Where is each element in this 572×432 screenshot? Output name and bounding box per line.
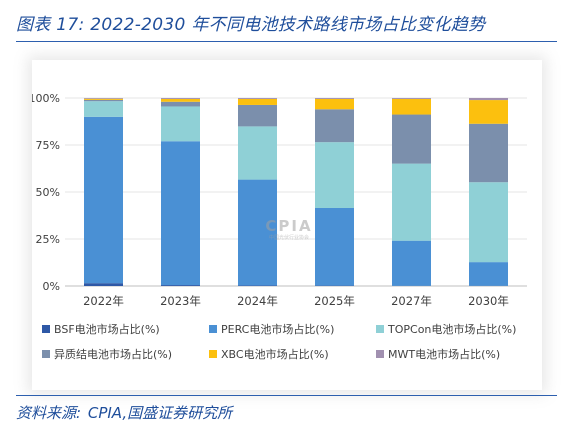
legend-label-hetero: 异质结电池市场占比(%) bbox=[54, 347, 172, 361]
bar-segment-perc bbox=[161, 141, 200, 286]
bar-segment-topcon bbox=[392, 163, 431, 241]
bar-segment-xbc bbox=[161, 98, 200, 102]
bar-segment-topcon bbox=[238, 126, 277, 180]
y-tick-label: 50% bbox=[36, 186, 60, 199]
bar-segment-bsf bbox=[238, 285, 277, 286]
bar-segment-mwt bbox=[469, 98, 508, 101]
y-tick-label: 75% bbox=[36, 139, 60, 152]
x-tick-label: 2022年 bbox=[83, 294, 124, 308]
legend-swatch-bsf bbox=[42, 325, 50, 333]
bar-segment-topcon bbox=[161, 106, 200, 142]
source-divider bbox=[16, 395, 557, 396]
bar-segment-hetero bbox=[238, 104, 277, 127]
legend-label-xbc: XBC电池市场占比(%) bbox=[221, 347, 329, 361]
bar-segment-topcon bbox=[84, 101, 123, 117]
bar-segment-topcon bbox=[315, 142, 354, 208]
legend-label-topcon: TOPCon电池市场占比(%) bbox=[387, 322, 516, 336]
bar-segment-perc bbox=[84, 116, 123, 284]
legend-label-mwt: MWT电池市场占比(%) bbox=[388, 347, 500, 361]
bar-segment-mwt bbox=[315, 98, 354, 99]
x-tick-label: 2030年 bbox=[468, 294, 509, 308]
bar-segment-hetero bbox=[84, 99, 123, 102]
bar-segment-perc bbox=[238, 179, 277, 286]
bar-segment-xbc bbox=[238, 98, 277, 105]
legend-swatch-hetero bbox=[42, 350, 50, 358]
legend-swatch-topcon bbox=[376, 325, 384, 333]
title-divider bbox=[16, 41, 557, 42]
bar-segment-topcon bbox=[469, 182, 508, 263]
legend-label-perc: PERC电池市场占比(%) bbox=[221, 322, 334, 336]
bar-segment-mwt bbox=[161, 98, 200, 99]
bar-segment-perc bbox=[469, 262, 508, 286]
y-tick-label: 100% bbox=[32, 92, 60, 105]
x-tick-label: 2027年 bbox=[391, 294, 432, 308]
x-tick-label: 2025年 bbox=[314, 294, 355, 308]
x-tick-label: 2024年 bbox=[237, 294, 278, 308]
y-tick-label: 25% bbox=[36, 233, 60, 246]
bar-segment-mwt bbox=[238, 98, 277, 99]
bar-segment-hetero bbox=[161, 101, 200, 107]
bar-segment-xbc bbox=[469, 100, 508, 124]
legend-swatch-mwt bbox=[376, 350, 384, 358]
legend-label-bsf: BSF电池市场占比(%) bbox=[54, 322, 160, 336]
source-label: 资料来源: bbox=[16, 404, 82, 422]
stacked-bar-chart: 0% 25% 50% 75% 100% 2022年 2023年 2024年 2025年 2027年… bbox=[32, 92, 527, 361]
figure-title: 图表 17: 2022-2030 年不同电池技术路线市场占比变化趋势 bbox=[16, 15, 486, 35]
bar-segment-bsf bbox=[161, 285, 200, 286]
bar-segment-perc bbox=[392, 240, 431, 286]
source-note: 资料来源: CPIA,国盛证券研究所 bbox=[16, 402, 556, 424]
source-text: CPIA,国盛证券研究所 bbox=[87, 404, 233, 422]
bar-segment-hetero bbox=[315, 109, 354, 143]
y-tick-label: 0% bbox=[43, 280, 60, 293]
legend-swatch-xbc bbox=[209, 350, 217, 358]
bar-segment-mwt bbox=[392, 98, 431, 99]
bar-segment-xbc bbox=[84, 98, 123, 100]
bar-segment-hetero bbox=[392, 114, 431, 164]
bar-segment-mwt bbox=[84, 98, 123, 99]
bar-segment-hetero bbox=[469, 123, 508, 183]
bar-segment-bsf bbox=[84, 283, 123, 286]
bar-segment-xbc bbox=[315, 98, 354, 110]
bar-segment-xbc bbox=[392, 98, 431, 115]
x-tick-label: 2023年 bbox=[160, 294, 201, 308]
bar-segment-perc bbox=[315, 207, 354, 286]
legend-swatch-perc bbox=[209, 325, 217, 333]
